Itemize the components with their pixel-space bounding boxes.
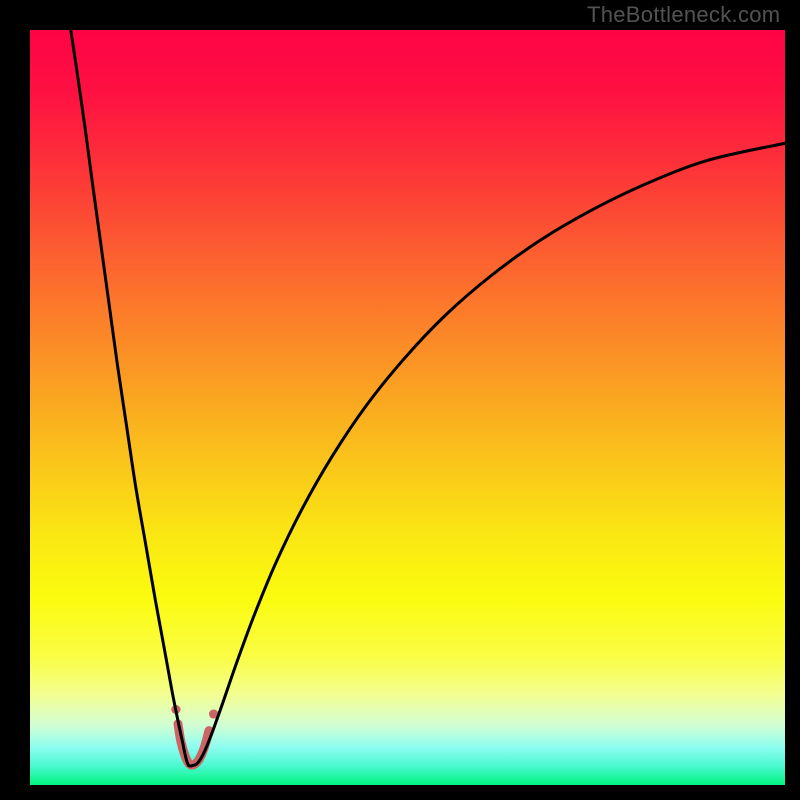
plot-area: [30, 30, 785, 785]
bottleneck-chart: [0, 0, 800, 800]
watermark-text: TheBottleneck.com: [587, 2, 780, 28]
chart-container: TheBottleneck.com: [0, 0, 800, 800]
